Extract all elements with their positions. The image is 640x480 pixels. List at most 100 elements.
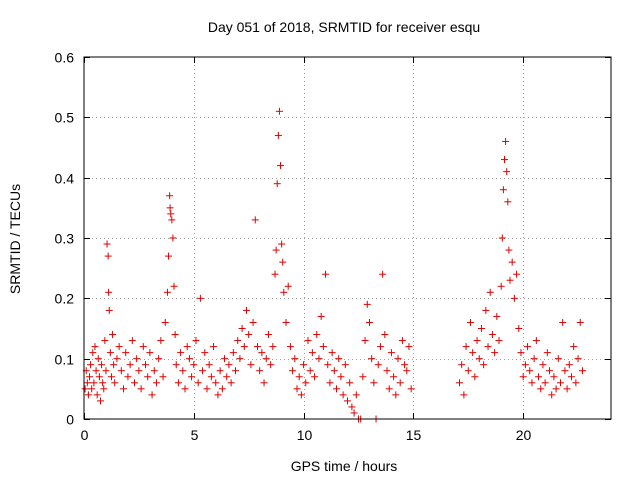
data-point (495, 337, 503, 345)
data-point (480, 361, 488, 369)
data-point (84, 391, 92, 399)
data-point (348, 403, 356, 411)
y-axis-label: SRMTID / TECUs (7, 184, 23, 294)
x-tick-labels: 0 5 10 15 20 (81, 427, 532, 443)
data-point (300, 361, 308, 369)
data-point (346, 379, 354, 387)
data-point (172, 361, 180, 369)
x-tick-label: 20 (516, 427, 532, 443)
data-point (258, 349, 266, 357)
data-point (394, 355, 402, 363)
data-point (107, 373, 115, 381)
x-axis-label: GPS time / hours (291, 458, 398, 474)
data-point (169, 234, 177, 242)
data-point (124, 373, 132, 381)
data-point (181, 385, 189, 393)
data-point (103, 240, 111, 248)
data-point (526, 367, 534, 375)
data-point (113, 355, 121, 363)
data-point (155, 355, 163, 363)
data-point (297, 391, 305, 399)
data-point (216, 367, 224, 375)
data-point (510, 294, 518, 302)
data-point (240, 343, 248, 351)
data-point (110, 361, 118, 369)
data-point (491, 349, 499, 357)
data-point (274, 131, 282, 139)
data-point (521, 361, 529, 369)
data-point (304, 337, 312, 345)
data-point (225, 361, 233, 369)
data-point (264, 331, 272, 339)
data-point (524, 343, 532, 351)
data-point (293, 385, 301, 393)
data-point (99, 379, 107, 387)
data-point (350, 409, 358, 417)
data-point (284, 282, 292, 290)
data-point (196, 294, 204, 302)
data-point (376, 343, 384, 351)
data-point (515, 325, 523, 332)
data-point (166, 192, 174, 200)
data-point (339, 391, 347, 399)
data-point (475, 355, 483, 363)
data-point (324, 361, 332, 369)
data-point (326, 379, 334, 387)
data-point (574, 355, 582, 363)
data-point (576, 318, 584, 326)
data-point (565, 361, 573, 369)
data-point (488, 331, 496, 339)
data-point (333, 385, 341, 393)
x-tick-label: 15 (406, 427, 422, 443)
data-point (504, 198, 512, 206)
data-point (83, 379, 91, 387)
data-point (561, 367, 569, 375)
data-point (85, 373, 93, 381)
data-point (552, 385, 560, 393)
data-point (262, 355, 270, 363)
data-point (570, 343, 578, 351)
data-point (131, 379, 139, 387)
data-point (194, 379, 202, 387)
data-point (171, 331, 179, 339)
data-point (120, 385, 128, 393)
data-point (385, 385, 393, 393)
data-point (93, 391, 101, 399)
y-tick-label: 0.4 (55, 171, 75, 187)
data-point (546, 367, 554, 375)
data-point (159, 373, 167, 381)
y-tick-label: 0.3 (55, 231, 75, 247)
data-point (137, 385, 145, 393)
data-point (96, 397, 104, 405)
data-point (559, 318, 567, 326)
data-point (190, 361, 198, 369)
data-point (152, 379, 160, 387)
data-point (572, 379, 580, 387)
data-point (148, 391, 156, 399)
data-point (218, 385, 226, 393)
data-point (133, 355, 141, 363)
data-point (517, 349, 525, 357)
data-point (291, 355, 299, 363)
data-point (497, 282, 505, 290)
data-point (100, 385, 108, 393)
data-point (396, 379, 404, 387)
data-point (498, 234, 506, 242)
axis-ticks (84, 57, 611, 420)
data-point (111, 379, 119, 387)
data-point (506, 276, 514, 284)
data-point (341, 361, 349, 369)
data-point (92, 367, 100, 375)
data-point (95, 373, 103, 381)
data-point (499, 186, 507, 194)
data-point (89, 349, 97, 357)
data-point (273, 180, 281, 188)
data-point (210, 343, 218, 351)
data-point (335, 355, 343, 363)
data-point (185, 355, 193, 363)
data-point (192, 337, 200, 345)
data-point (368, 355, 376, 363)
data-point (563, 385, 571, 393)
data-point (379, 270, 387, 278)
